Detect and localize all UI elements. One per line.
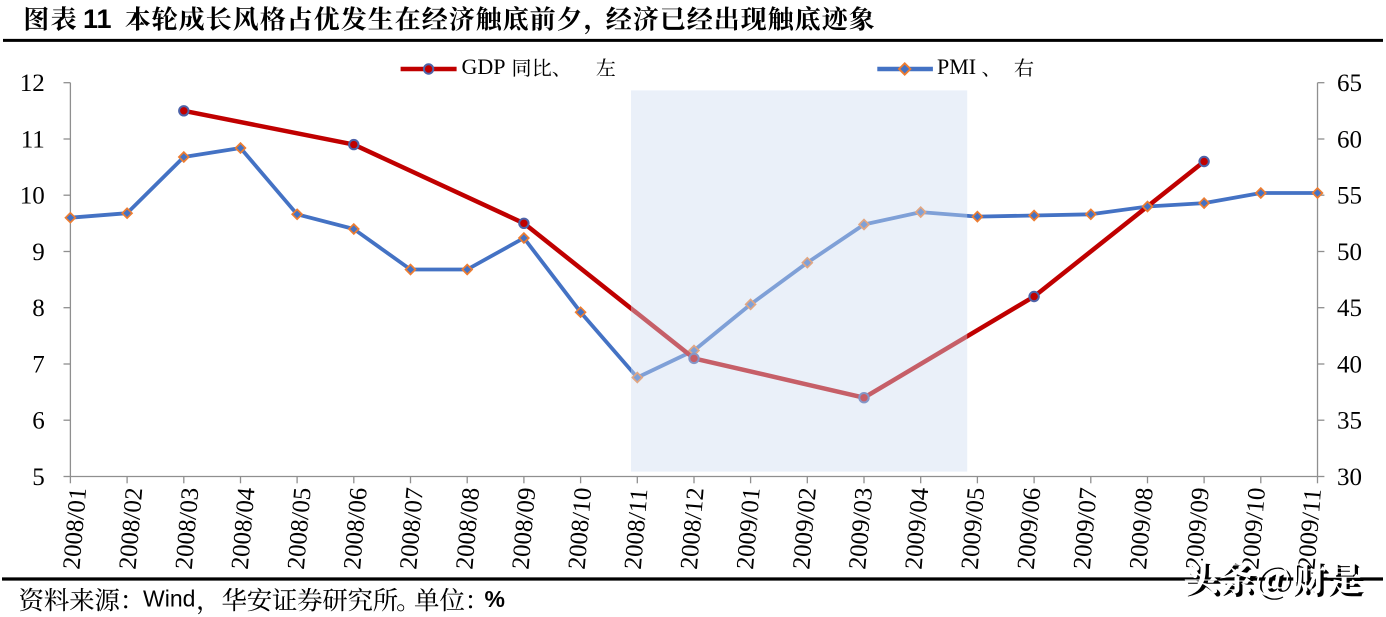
svg-text:5: 5 <box>32 464 45 491</box>
svg-text:11: 11 <box>21 126 45 153</box>
svg-text:2009/05: 2009/05 <box>957 487 991 571</box>
svg-text:2009/10: 2009/10 <box>1237 487 1271 571</box>
svg-text:2008/04: 2008/04 <box>227 486 261 570</box>
svg-text:2009/06: 2009/06 <box>1013 487 1047 571</box>
svg-text:2009/09: 2009/09 <box>1181 487 1215 571</box>
svg-text:30: 30 <box>1337 464 1362 491</box>
svg-text:2008/10: 2008/10 <box>564 487 598 571</box>
svg-text:8: 8 <box>32 295 45 322</box>
svg-text:50: 50 <box>1337 239 1362 266</box>
svg-text:2009/08: 2009/08 <box>1125 487 1159 571</box>
svg-text:2009/02: 2009/02 <box>788 487 822 571</box>
svg-text:10: 10 <box>20 183 45 210</box>
svg-text:40: 40 <box>1337 351 1362 378</box>
svg-text:7: 7 <box>32 351 45 378</box>
svg-text:65: 65 <box>1337 70 1362 97</box>
svg-text:2008/07: 2008/07 <box>395 487 429 571</box>
svg-text:2008/05: 2008/05 <box>283 487 317 571</box>
svg-text:12: 12 <box>20 70 45 97</box>
svg-text:9: 9 <box>32 239 45 266</box>
svg-text:2009/04: 2009/04 <box>901 486 935 570</box>
svg-text:35: 35 <box>1337 408 1362 435</box>
svg-text:GDP: GDP <box>462 54 506 79</box>
svg-text:2008/02: 2008/02 <box>115 487 149 571</box>
svg-text:2008/12: 2008/12 <box>676 487 710 571</box>
svg-text:45: 45 <box>1337 295 1362 322</box>
svg-text:Wind: Wind <box>143 586 195 612</box>
svg-text:2008/09: 2008/09 <box>508 487 542 571</box>
svg-text:%: % <box>485 586 505 612</box>
svg-text:2008/03: 2008/03 <box>171 487 205 571</box>
svg-text:2009/03: 2009/03 <box>844 487 878 571</box>
svg-text:55: 55 <box>1337 183 1362 210</box>
svg-text:2008/01: 2008/01 <box>58 487 92 571</box>
svg-text:6: 6 <box>32 408 45 435</box>
svg-text:2008/06: 2008/06 <box>339 487 373 571</box>
svg-text:2008/08: 2008/08 <box>451 487 485 571</box>
svg-text:11: 11 <box>83 4 112 34</box>
svg-text:2008/11: 2008/11 <box>620 488 654 571</box>
svg-text:2009/11: 2009/11 <box>1293 488 1327 571</box>
svg-text:2009/07: 2009/07 <box>1069 487 1103 571</box>
svg-text:2009/01: 2009/01 <box>732 487 766 571</box>
svg-text:60: 60 <box>1337 126 1362 153</box>
svg-text:PMI: PMI <box>937 54 976 79</box>
